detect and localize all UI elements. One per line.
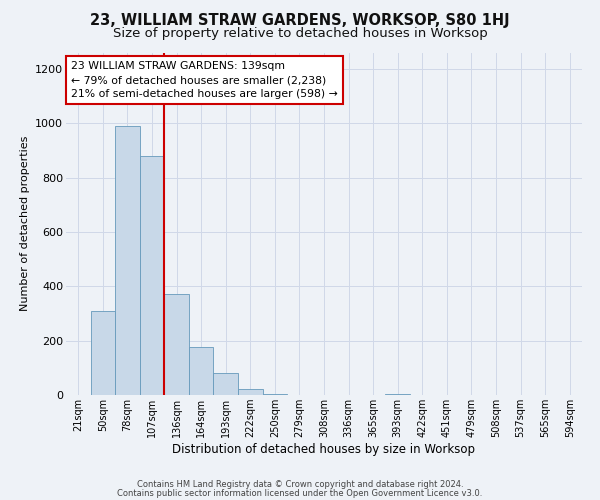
Bar	[238, 389, 263, 395]
Bar	[385, 394, 410, 395]
Y-axis label: Number of detached properties: Number of detached properties	[20, 136, 29, 312]
Bar	[140, 156, 164, 395]
Text: Size of property relative to detached houses in Worksop: Size of property relative to detached ho…	[113, 28, 487, 40]
Text: Contains HM Land Registry data © Crown copyright and database right 2024.: Contains HM Land Registry data © Crown c…	[137, 480, 463, 489]
Bar	[189, 348, 214, 395]
Text: 23 WILLIAM STRAW GARDENS: 139sqm
← 79% of detached houses are smaller (2,238)
21: 23 WILLIAM STRAW GARDENS: 139sqm ← 79% o…	[71, 61, 338, 99]
Bar	[115, 126, 140, 395]
Bar	[214, 372, 238, 395]
Text: 23, WILLIAM STRAW GARDENS, WORKSOP, S80 1HJ: 23, WILLIAM STRAW GARDENS, WORKSOP, S80 …	[90, 12, 510, 28]
Bar	[263, 394, 287, 395]
Bar	[91, 310, 115, 395]
Bar	[164, 294, 189, 395]
Text: Contains public sector information licensed under the Open Government Licence v3: Contains public sector information licen…	[118, 488, 482, 498]
X-axis label: Distribution of detached houses by size in Worksop: Distribution of detached houses by size …	[173, 443, 476, 456]
